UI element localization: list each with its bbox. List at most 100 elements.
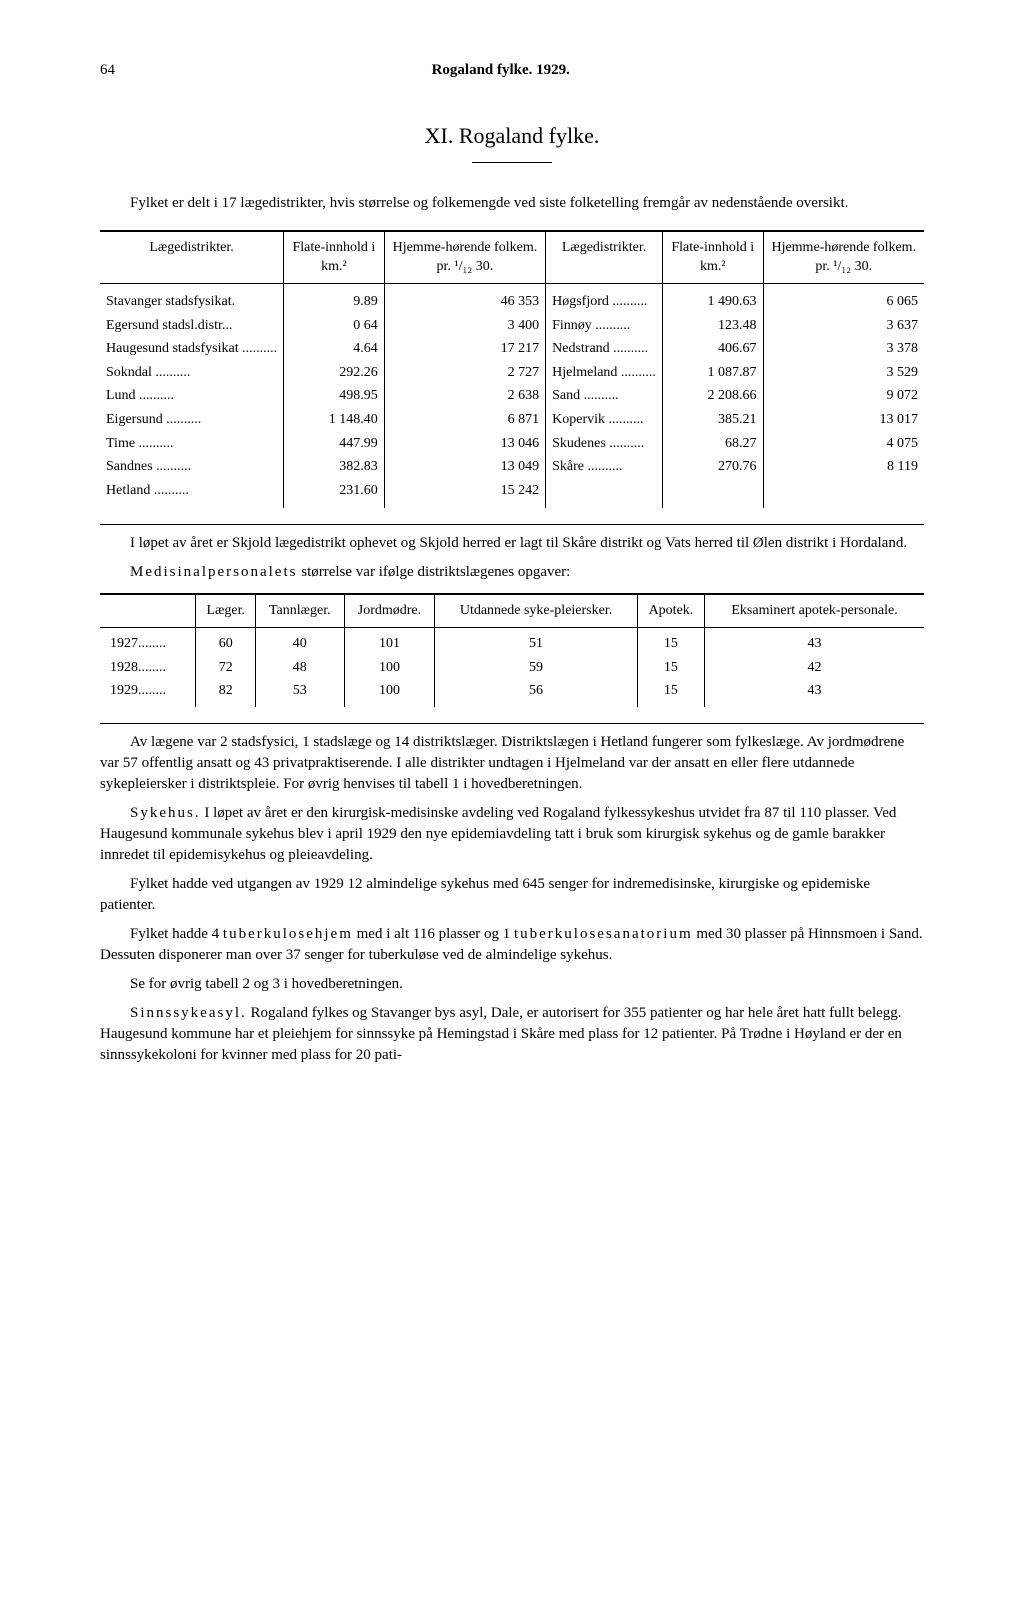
district-name: Egersund stadsl.distr... (100, 314, 284, 338)
district-pop: 2 727 (384, 361, 545, 385)
district-pop: 13 046 (384, 432, 545, 456)
districts-table: Lægedistrikter. Flate-innhold i km.² Hje… (100, 230, 924, 509)
district-name: Hetland .......... (100, 479, 284, 509)
table-row: Eigersund ..........1 148.406 871Kopervi… (100, 408, 924, 432)
district-area: 123.48 (662, 314, 763, 338)
district-area: 1 148.40 (284, 408, 385, 432)
district-pop: 3 529 (763, 361, 924, 385)
body-p1: Av lægene var 2 stadsfysici, 1 stadslæge… (100, 732, 924, 795)
chapter-title: XI. Rogaland fylke. (100, 121, 924, 152)
district-name: Haugesund stadsfysikat .......... (100, 337, 284, 361)
title-rule (472, 162, 552, 163)
table-row: 1928........7248100591542 (100, 656, 924, 680)
table-row: 1927........6040101511543 (100, 627, 924, 655)
syke-cell: 51 (435, 627, 637, 655)
th-district-left: Lægedistrikter. (100, 231, 284, 284)
apotekpers-cell: 43 (705, 679, 924, 707)
district-pop: 6 871 (384, 408, 545, 432)
tannlaeger-cell: 53 (256, 679, 345, 707)
th-pop-left: Hjemme-hørende folkem. pr. ¹/₁₂ 30. (384, 231, 545, 284)
district-name: Time .......... (100, 432, 284, 456)
body-p4: Fylket hadde 4 tuberkulosehjem med i alt… (100, 924, 924, 966)
jordmodre-cell: 100 (344, 679, 435, 707)
apotekpers-cell: 43 (705, 627, 924, 655)
district-area: 2 208.66 (662, 384, 763, 408)
district-pop: 4 075 (763, 432, 924, 456)
district-name: Eigersund .......... (100, 408, 284, 432)
apotek-cell: 15 (637, 627, 704, 655)
th-syke: Utdannede syke-pleiersker. (435, 594, 637, 627)
jordmodre-cell: 100 (344, 656, 435, 680)
district-pop: 13 049 (384, 455, 545, 479)
tannlaeger-cell: 40 (256, 627, 345, 655)
table-row: Egersund stadsl.distr...0 643 400Finnøy … (100, 314, 924, 338)
body-p5: Se for øvrig tabell 2 og 3 i hovedberetn… (100, 974, 924, 995)
district-area: 9.89 (284, 283, 385, 313)
district-pop: 2 638 (384, 384, 545, 408)
table-row: Stavanger stadsfysikat.9.8946 353Høgsfjo… (100, 283, 924, 313)
district-area: 4.64 (284, 337, 385, 361)
district-pop: 3 637 (763, 314, 924, 338)
apotek-cell: 15 (637, 656, 704, 680)
apotek-cell: 15 (637, 679, 704, 707)
th-tannlaeger: Tannlæger. (256, 594, 345, 627)
medpersonal-label: Medisinalpersonalets (130, 564, 297, 580)
district-area: 292.26 (284, 361, 385, 385)
table-row: Time ..........447.9913 046Skudenes ....… (100, 432, 924, 456)
district-area: 382.83 (284, 455, 385, 479)
year-cell: 1929........ (100, 679, 196, 707)
table-row: Sokndal ..........292.262 727Hjelmeland … (100, 361, 924, 385)
th-apotekpers: Eksaminert apotek-personale. (705, 594, 924, 627)
running-head: Rogaland fylke. 1929. (119, 60, 883, 81)
district-pop: 15 242 (384, 479, 545, 509)
table-row: 1929........8253100561543 (100, 679, 924, 707)
th-area-right: Flate-innhold i km.² (662, 231, 763, 284)
syke-cell: 56 (435, 679, 637, 707)
districts-table-wrap: Lægedistrikter. Flate-innhold i km.² Hje… (100, 230, 924, 526)
medpersonal-table: Læger. Tannlæger. Jordmødre. Utdannede s… (100, 593, 924, 706)
year-cell: 1928........ (100, 656, 196, 680)
laeger-cell: 60 (196, 627, 256, 655)
district-pop (763, 479, 924, 509)
body-p6: Sinnssykeasyl. Rogaland fylkes og Stavan… (100, 1003, 924, 1066)
district-area: 385.21 (662, 408, 763, 432)
district-pop: 46 353 (384, 283, 545, 313)
district-name: Sokndal .......... (100, 361, 284, 385)
district-pop: 8 119 (763, 455, 924, 479)
laeger-cell: 82 (196, 679, 256, 707)
th-year (100, 594, 196, 627)
table-row: Lund ..........498.952 638Sand .........… (100, 384, 924, 408)
sykehus-label: Sykehus. (130, 805, 201, 821)
th-district-right: Lægedistrikter. (546, 231, 663, 284)
tbsan-label: tuberkulosesanatorium (514, 926, 693, 942)
sinnssyke-label: Sinnssykeasyl. (130, 1005, 247, 1021)
th-laeger: Læger. (196, 594, 256, 627)
th-apotek: Apotek. (637, 594, 704, 627)
district-area: 498.95 (284, 384, 385, 408)
district-area: 406.67 (662, 337, 763, 361)
body-p3: Fylket hadde ved utgangen av 1929 12 alm… (100, 874, 924, 916)
district-name: Skåre .......... (546, 455, 663, 479)
table-row: Hetland ..........231.6015 242 (100, 479, 924, 509)
tbhjem-label: tuberkulosehjem (223, 926, 353, 942)
district-area: 0 64 (284, 314, 385, 338)
table-row: Haugesund stadsfysikat ..........4.6417 … (100, 337, 924, 361)
district-area: 231.60 (284, 479, 385, 509)
district-name: Høgsfjord .......... (546, 283, 663, 313)
intro-paragraph: Fylket er delt i 17 lægedistrikter, hvis… (100, 193, 924, 214)
jordmodre-cell: 101 (344, 627, 435, 655)
apotekpers-cell: 42 (705, 656, 924, 680)
district-pop: 6 065 (763, 283, 924, 313)
laeger-cell: 72 (196, 656, 256, 680)
district-name: Sand .......... (546, 384, 663, 408)
syke-cell: 59 (435, 656, 637, 680)
th-jordmodre: Jordmødre. (344, 594, 435, 627)
district-name: Skudenes .......... (546, 432, 663, 456)
district-area: 447.99 (284, 432, 385, 456)
body-p2: Sykehus. I løpet av året er den kirurgis… (100, 803, 924, 866)
medpersonal-table-wrap: Læger. Tannlæger. Jordmødre. Utdannede s… (100, 593, 924, 723)
district-name (546, 479, 663, 509)
table-row: Sandnes ..........382.8313 049Skåre ....… (100, 455, 924, 479)
para-after-t1: I løpet av året er Skjold lægedistrikt o… (100, 533, 924, 554)
district-name: Nedstrand .......... (546, 337, 663, 361)
